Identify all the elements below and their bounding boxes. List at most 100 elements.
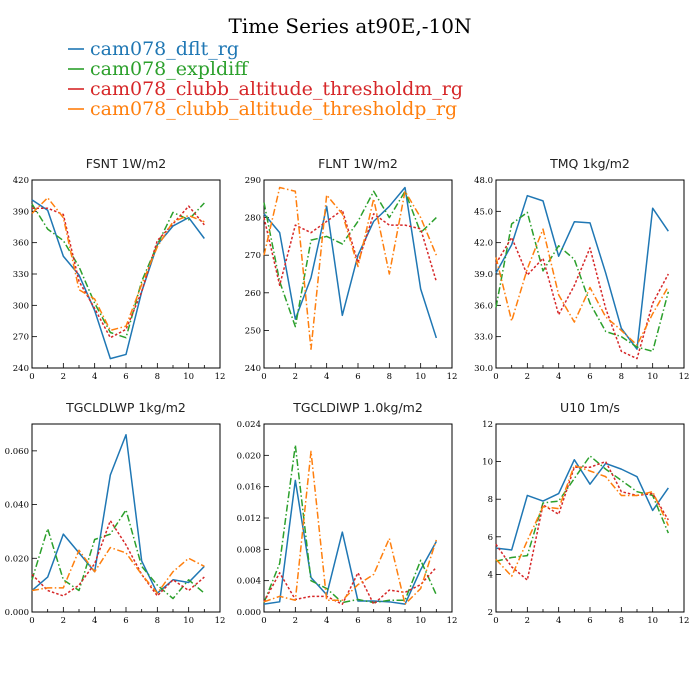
panels: FSNT 1W/m20 2 4 6 8 10 12240270300330360390420… — [5, 156, 690, 626]
plot-frame — [31, 423, 221, 613]
series-line — [31, 433, 205, 594]
series-line — [31, 197, 205, 332]
x-tick-label: 8 — [155, 616, 160, 626]
x-tick-label: 0 — [493, 616, 498, 626]
y-tick-label: 290 — [245, 176, 261, 186]
legend-item: cam078_clubb_altitude_thresholdm_rg — [68, 78, 463, 100]
x-tick-label: 12 — [447, 372, 458, 382]
x-tick-label: 0 — [29, 372, 34, 382]
series-line — [495, 211, 670, 353]
panel-title: U10 1m/s — [560, 400, 620, 415]
x-tick-label: 4 — [556, 616, 561, 626]
y-tick-label: 36.0 — [474, 301, 493, 311]
x-tick-label: 2 — [525, 616, 530, 626]
x-tick-label: 0 — [493, 372, 498, 382]
y-tick-label: 8 — [488, 495, 493, 505]
x-tick-label: 12 — [679, 372, 690, 382]
y-tick-label: 270 — [13, 333, 29, 343]
x-tick-label: 6 — [123, 616, 128, 626]
x-tick-label: 8 — [619, 616, 624, 626]
y-tick-label: 0.040 — [5, 501, 29, 511]
plot-frame — [31, 179, 221, 369]
x-tick-label: 4 — [324, 616, 329, 626]
x-tick-label: 10 — [415, 372, 426, 382]
y-tick-label: 10 — [482, 458, 493, 468]
y-tick-label: 0.024 — [237, 420, 261, 430]
series-line — [495, 458, 669, 551]
x-tick-label: 10 — [415, 616, 426, 626]
y-tick-label: 33.0 — [474, 333, 493, 343]
x-tick-label: 8 — [387, 372, 392, 382]
x-tick-label: 12 — [215, 616, 226, 626]
x-tick-label: 4 — [92, 616, 97, 626]
series-line — [32, 205, 205, 339]
legend-item: cam078_expldiff — [68, 58, 249, 80]
x-tick-label: 10 — [183, 372, 194, 382]
figure-title: Time Series at90E,-10N — [229, 14, 472, 38]
series-line — [31, 509, 205, 600]
y-tick-label: 6 — [488, 533, 493, 543]
panel-title: FSNT 1W/m2 — [86, 156, 167, 171]
y-tick-label: 240 — [245, 364, 261, 374]
series-line — [263, 450, 438, 605]
series-line — [263, 444, 438, 604]
y-tick-label: 12 — [482, 420, 493, 430]
y-tick-label: 270 — [245, 251, 261, 261]
x-tick-label: 6 — [355, 372, 360, 382]
legend: cam078_dflt_rg cam078_expldiff cam078_cl… — [68, 38, 463, 120]
x-tick-label: 6 — [123, 372, 128, 382]
y-tick-label: 0.000 — [237, 608, 261, 618]
series-line — [263, 190, 437, 328]
series-line — [263, 186, 438, 350]
chart-panel: TGCLDLWP 1kg/m2 0 2 4 6 8 10 12 0.000 0.020 0.040 0… — [5, 400, 226, 626]
y-tick-label: 330 — [13, 270, 29, 280]
y-tick-label: 0.008 — [237, 545, 261, 555]
y-tick-label: 0.016 — [237, 483, 261, 493]
y-tick-label: 360 — [13, 239, 29, 249]
x-tick-label: 0 — [29, 616, 34, 626]
panel-title: FLNT 1W/m2 — [318, 156, 398, 171]
legend-item: cam078_dflt_rg — [68, 38, 239, 60]
x-tick-label: 2 — [293, 372, 298, 382]
x-tick-label: 4 — [324, 372, 329, 382]
y-tick-label: 300 — [13, 301, 29, 311]
x-tick-label: 4 — [556, 372, 561, 382]
y-tick-label: 420 — [13, 176, 29, 186]
y-tick-label: 0.060 — [5, 447, 29, 457]
y-tick-label: 45.0 — [474, 207, 493, 217]
x-tick-label: 8 — [387, 616, 392, 626]
x-tick-label: 2 — [61, 616, 66, 626]
panel-title: TGCLDIWP 1.0kg/m2 — [292, 400, 423, 415]
x-tick-label: 12 — [215, 372, 226, 382]
series-line — [495, 464, 670, 578]
y-tick-label: 39.0 — [474, 270, 493, 280]
x-tick-label: 0 — [261, 616, 266, 626]
panel-title: TGCLDLWP 1kg/m2 — [65, 400, 186, 415]
x-tick-label: 6 — [587, 616, 592, 626]
x-tick-label: 12 — [679, 616, 690, 626]
x-tick-label: 6 — [355, 616, 360, 626]
y-tick-label: 390 — [13, 207, 29, 217]
legend-item: cam078_clubb_altitude_thresholdp_rg — [68, 98, 457, 120]
x-tick-label: 2 — [293, 616, 298, 626]
series-line — [495, 228, 669, 346]
x-tick-label: 4 — [92, 372, 97, 382]
x-tick-label: 10 — [647, 616, 658, 626]
series-line — [31, 546, 205, 594]
x-tick-label: 6 — [587, 372, 592, 382]
y-tick-label: 0.012 — [237, 514, 261, 524]
chart-panel: TMQ 1kg/m2 0 2 4 6 8 10 12 30.0 33.0 36.0 39.0 42.0 4… — [474, 156, 689, 382]
y-tick-label: 250 — [245, 326, 261, 336]
x-tick-label: 2 — [61, 372, 66, 382]
plot-frame — [263, 179, 453, 369]
legend-label: cam078_dflt_rg — [90, 38, 239, 60]
x-tick-label: 8 — [619, 372, 624, 382]
series-line — [263, 186, 438, 339]
x-tick-label: 10 — [647, 372, 658, 382]
legend-label: cam078_expldiff — [90, 58, 249, 80]
y-tick-label: 30.0 — [474, 364, 493, 374]
series-line — [263, 566, 437, 605]
chart-panel: FSNT 1W/m2 0 2 4 6 8 10 12 240 270 300 330 360 390 420 — [13, 156, 226, 382]
y-tick-label: 260 — [245, 289, 261, 299]
